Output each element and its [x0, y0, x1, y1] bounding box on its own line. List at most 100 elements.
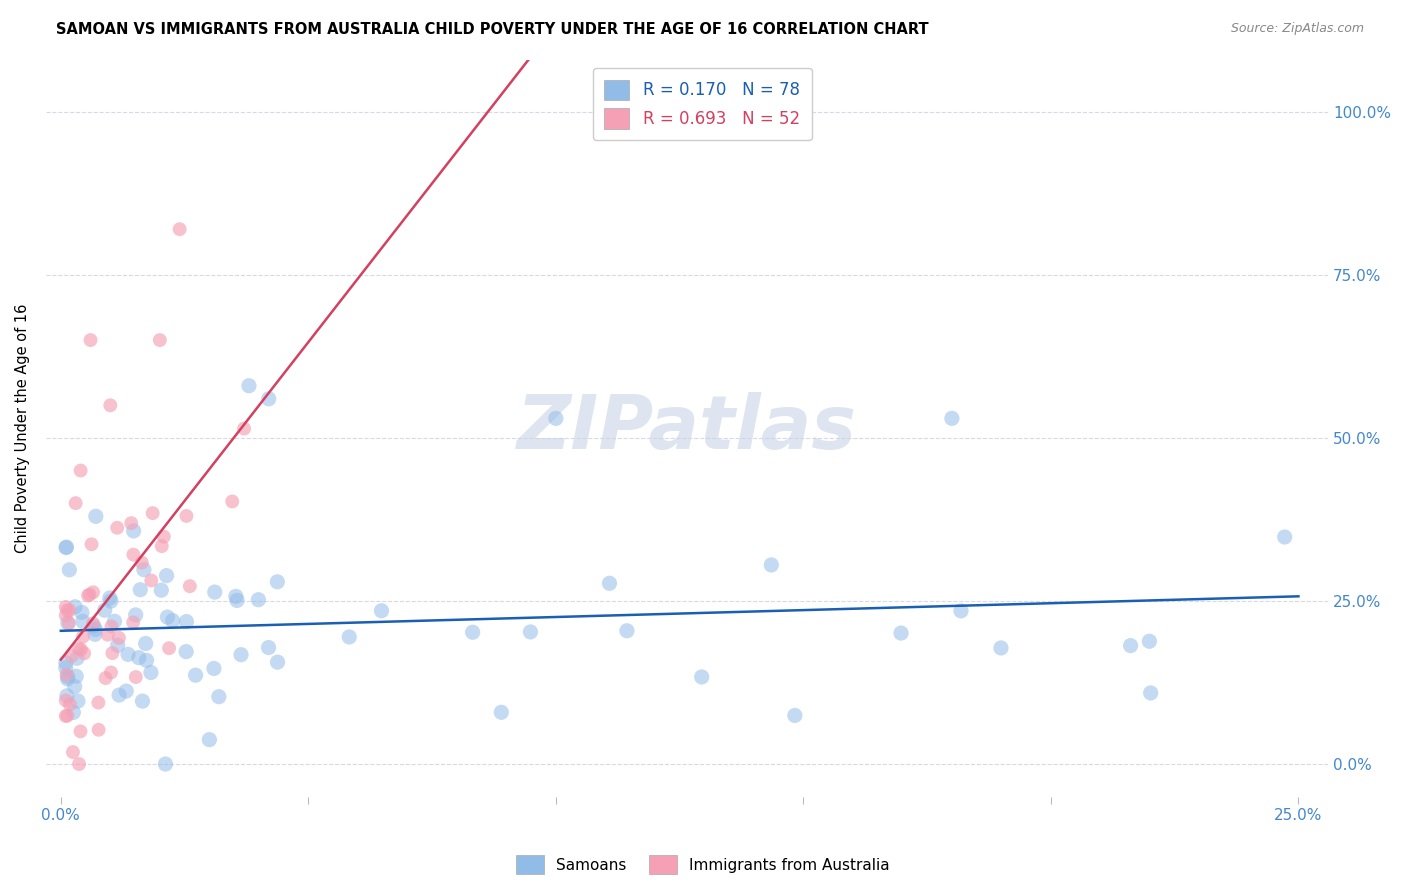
Point	[176, 508, 198, 523]
Point	[100, 594, 122, 608]
Text: ZIPatlas: ZIPatlas	[517, 392, 858, 465]
Point	[56, 672, 79, 686]
Point	[87, 723, 110, 737]
Point	[79, 333, 101, 347]
Point	[69, 724, 91, 739]
Point	[62, 745, 84, 759]
Point	[58, 616, 80, 631]
Point	[100, 665, 122, 680]
Text: SAMOAN VS IMMIGRANTS FROM AUSTRALIA CHILD POVERTY UNDER THE AGE OF 16 CORRELATIO: SAMOAN VS IMMIGRANTS FROM AUSTRALIA CHIL…	[56, 22, 929, 37]
Point	[257, 640, 280, 655]
Point	[155, 568, 177, 582]
Point	[69, 464, 91, 478]
Point	[135, 653, 157, 667]
Point	[70, 642, 93, 657]
Point	[55, 709, 77, 723]
Point	[115, 684, 138, 698]
Point	[519, 624, 541, 639]
Point	[184, 668, 207, 682]
Point	[55, 599, 77, 614]
Point	[56, 603, 79, 617]
Point	[233, 421, 256, 435]
Point	[229, 648, 252, 662]
Point	[55, 656, 77, 670]
Point	[150, 583, 173, 598]
Point	[70, 606, 93, 620]
Point	[257, 392, 280, 406]
Point	[84, 509, 107, 524]
Point	[65, 669, 87, 683]
Point	[221, 494, 243, 508]
Point	[80, 537, 103, 551]
Point	[176, 615, 198, 629]
Point	[82, 585, 104, 599]
Point	[98, 591, 121, 605]
Point	[139, 665, 162, 680]
Point	[56, 708, 79, 723]
Point	[1119, 639, 1142, 653]
Point	[66, 694, 89, 708]
Point	[135, 636, 157, 650]
Point	[72, 615, 94, 629]
Point	[616, 624, 638, 638]
Point	[73, 646, 96, 660]
Point	[101, 646, 124, 660]
Point	[59, 698, 82, 712]
Point	[62, 706, 84, 720]
Point	[491, 706, 513, 720]
Point	[761, 558, 783, 572]
Point	[60, 648, 83, 663]
Point	[198, 732, 221, 747]
Point	[98, 398, 121, 412]
Point	[77, 589, 100, 603]
Point	[131, 694, 153, 708]
Point	[108, 631, 131, 645]
Point	[55, 541, 77, 555]
Legend: R = 0.170   N = 78, R = 0.693   N = 52: R = 0.170 N = 78, R = 0.693 N = 52	[593, 68, 811, 140]
Point	[55, 667, 77, 681]
Point	[108, 688, 131, 702]
Point	[63, 680, 86, 694]
Point	[129, 582, 152, 597]
Point	[990, 640, 1012, 655]
Point	[97, 628, 120, 642]
Point	[155, 757, 177, 772]
Point	[103, 614, 125, 628]
Point	[122, 524, 145, 538]
Point	[55, 540, 77, 554]
Point	[150, 539, 173, 553]
Point	[84, 623, 107, 637]
Point	[56, 670, 79, 684]
Point	[204, 585, 226, 599]
Point	[107, 638, 129, 652]
Point	[131, 556, 153, 570]
Point	[157, 641, 180, 656]
Point	[55, 693, 77, 707]
Point	[941, 411, 963, 425]
Point	[149, 333, 172, 347]
Point	[120, 516, 142, 530]
Point	[890, 626, 912, 640]
Point	[58, 563, 80, 577]
Point	[179, 579, 201, 593]
Point	[153, 530, 176, 544]
Point	[84, 627, 107, 641]
Point	[208, 690, 231, 704]
Point	[65, 496, 87, 510]
Point	[1137, 634, 1160, 648]
Point	[87, 696, 110, 710]
Point	[225, 590, 247, 604]
Point	[82, 616, 104, 631]
Point	[128, 650, 150, 665]
Point	[174, 645, 197, 659]
Y-axis label: Child Poverty Under the Age of 16: Child Poverty Under the Age of 16	[15, 303, 30, 553]
Point	[202, 661, 225, 675]
Point	[690, 670, 713, 684]
Point	[55, 661, 77, 675]
Point	[125, 607, 148, 622]
Point	[117, 648, 139, 662]
Point	[93, 603, 115, 617]
Point	[122, 615, 145, 630]
Point	[1139, 686, 1161, 700]
Point	[67, 757, 90, 772]
